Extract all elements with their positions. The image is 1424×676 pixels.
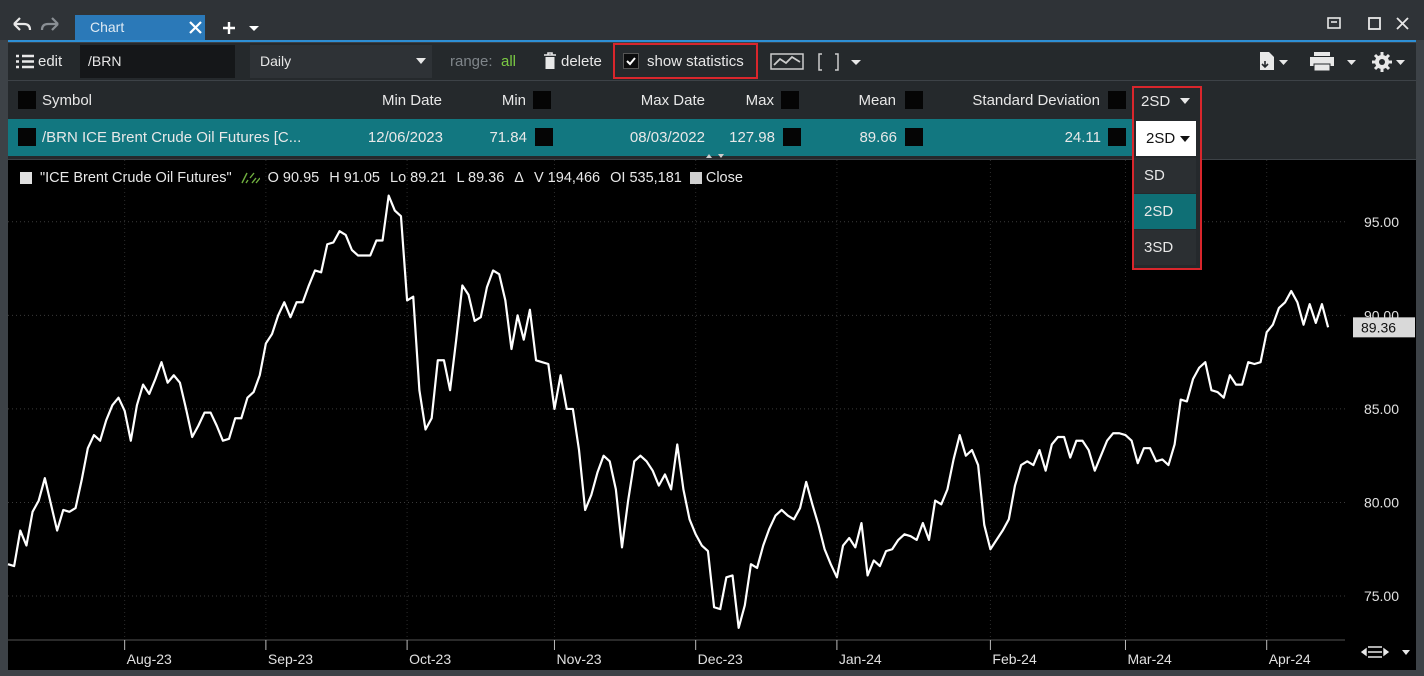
interval-dropdown[interactable]: Daily	[250, 45, 432, 78]
sd-option[interactable]: 2SD	[1134, 194, 1196, 229]
legend-icons	[240, 172, 260, 184]
price-line	[7, 194, 1330, 629]
row-max-date: 08/03/2022	[629, 129, 705, 146]
chart-style-icons[interactable]	[770, 51, 865, 73]
legend-field: V 194,466	[533, 170, 601, 186]
x-tick-label: Feb-24	[992, 651, 1037, 667]
x-tick-label: Mar-24	[1127, 651, 1172, 667]
dropdown-arrow	[1180, 136, 1190, 142]
y-tick-label: 80.00	[1364, 494, 1399, 510]
last-price-box	[1353, 317, 1415, 338]
menu-icon	[16, 54, 34, 69]
delete-icon	[544, 52, 556, 69]
legend-fields: O 90.95 H 91.05 Lo 89.21 L 89.36 Δ V 194,466 O…	[268, 170, 682, 186]
edit-button[interactable]: edit	[38, 53, 63, 70]
x-tick-label: Apr-24	[1269, 651, 1311, 667]
show-statistics-label[interactable]: show statistics	[647, 53, 744, 70]
row-symbol: /BRN ICE Brent Crude Oil Futures [C...	[42, 129, 302, 146]
row-checkbox[interactable]	[783, 128, 801, 146]
sd-option[interactable]: 3SD	[1134, 230, 1196, 265]
row-standard-deviation: 24.11	[1064, 129, 1101, 146]
y-tick-label: 85.00	[1364, 401, 1399, 417]
legend-field: O 90.95	[267, 170, 320, 186]
row-min: 71.84	[489, 129, 527, 146]
delete-button[interactable]: delete	[561, 53, 602, 70]
row-min-date: 12/06/2023	[367, 129, 443, 146]
range-value[interactable]: all	[501, 53, 517, 70]
row-checkbox[interactable]	[1108, 128, 1126, 146]
legend-swatch[interactable]	[20, 172, 32, 184]
new-tab[interactable]	[220, 20, 268, 36]
sd-dropdown-highlight: 2SD 2SD SD 2SD 3SD	[1132, 86, 1202, 270]
checkbox[interactable]	[623, 53, 639, 69]
legend-field: Lo 89.21	[390, 170, 447, 186]
symbol-input[interactable]: /BRN	[80, 45, 235, 78]
row-checkbox[interactable]	[905, 128, 923, 146]
chart-legend: "ICE Brent Crude Oil Futures" O 90.95 H 9…	[20, 169, 743, 187]
header-checkbox[interactable]	[1108, 91, 1126, 109]
header-symbol: Symbol	[42, 92, 93, 109]
row-checkbox[interactable]	[18, 128, 36, 146]
x-tick-label: Jan-24	[839, 651, 882, 667]
dropdown-arrow	[416, 58, 426, 64]
header-mean: Mean	[858, 92, 896, 109]
legend-field: L 89.36	[456, 170, 505, 186]
window-controls[interactable]	[1326, 16, 1416, 32]
row-mean: 89.66	[859, 129, 897, 146]
legend-close: Close	[705, 170, 743, 186]
undo-redo[interactable]	[10, 14, 62, 36]
sd-selector[interactable]: 2SD	[1141, 93, 1171, 110]
row-max: 127.98	[729, 129, 775, 146]
y-tick-label: 95.00	[1364, 214, 1399, 230]
row-checkbox[interactable]	[535, 128, 553, 146]
sd-option[interactable]: SD	[1134, 158, 1196, 193]
legend-swatch[interactable]	[689, 172, 702, 184]
statistics-panel: Symbol Min Date Min Max Date Max Mean St…	[8, 81, 1416, 159]
header-checkbox[interactable]	[533, 91, 551, 109]
x-tick-label: Dec-23	[698, 651, 743, 667]
header-checkbox[interactable]	[781, 91, 799, 109]
y-tick-label: 75.00	[1364, 588, 1399, 604]
legend-field: H 91.05	[329, 170, 380, 186]
header-max: Max	[745, 92, 774, 109]
tab-underline	[8, 40, 1416, 42]
statistics-row[interactable]: /BRN ICE Brent Crude Oil Futures [C... 1…	[8, 119, 1133, 156]
splitter-handle[interactable]	[704, 153, 728, 159]
x-tick-label: Sep-23	[268, 651, 313, 667]
header-max-date: Max Date	[640, 92, 705, 109]
last-price-label: 89.36	[1361, 319, 1396, 335]
right-toolbar-icons[interactable]	[1258, 50, 1408, 74]
show-statistics-highlight: show statistics	[613, 43, 758, 79]
axis-zoom-icon[interactable]	[1360, 646, 1390, 658]
toolbar: edit /BRN Daily range: all delete show s…	[8, 43, 1416, 80]
header-min: Min	[501, 92, 526, 109]
header-checkbox[interactable]	[905, 91, 923, 109]
tab[interactable]: Chart	[75, 15, 205, 40]
legend-field: OI 535,181	[610, 170, 682, 186]
tab-title: Chart	[90, 19, 125, 35]
axis-menu-arrow[interactable]	[1402, 650, 1410, 655]
header-checkbox[interactable]	[18, 91, 36, 109]
legend-field: Δ	[514, 170, 524, 186]
interval-text: Daily	[260, 53, 292, 69]
dropdown-arrow	[1180, 98, 1190, 104]
header-min-date: Min Date	[381, 92, 442, 109]
header-standard-deviation: Standard Deviation	[972, 92, 1100, 109]
legend-symbol: "ICE Brent Crude Oil Futures"	[40, 170, 232, 186]
sd-dropdown-current[interactable]: 2SD	[1136, 121, 1196, 156]
x-tick-label: Nov-23	[556, 651, 601, 667]
title-bar: Chart	[0, 0, 1424, 40]
range-label: range:	[450, 53, 493, 70]
x-tick-label: Oct-23	[409, 651, 451, 667]
tab-close[interactable]	[189, 21, 202, 34]
sd-current-text: 2SD	[1146, 130, 1176, 147]
symbol-text: /BRN	[88, 53, 122, 69]
x-tick-label: Aug-23	[127, 651, 172, 667]
